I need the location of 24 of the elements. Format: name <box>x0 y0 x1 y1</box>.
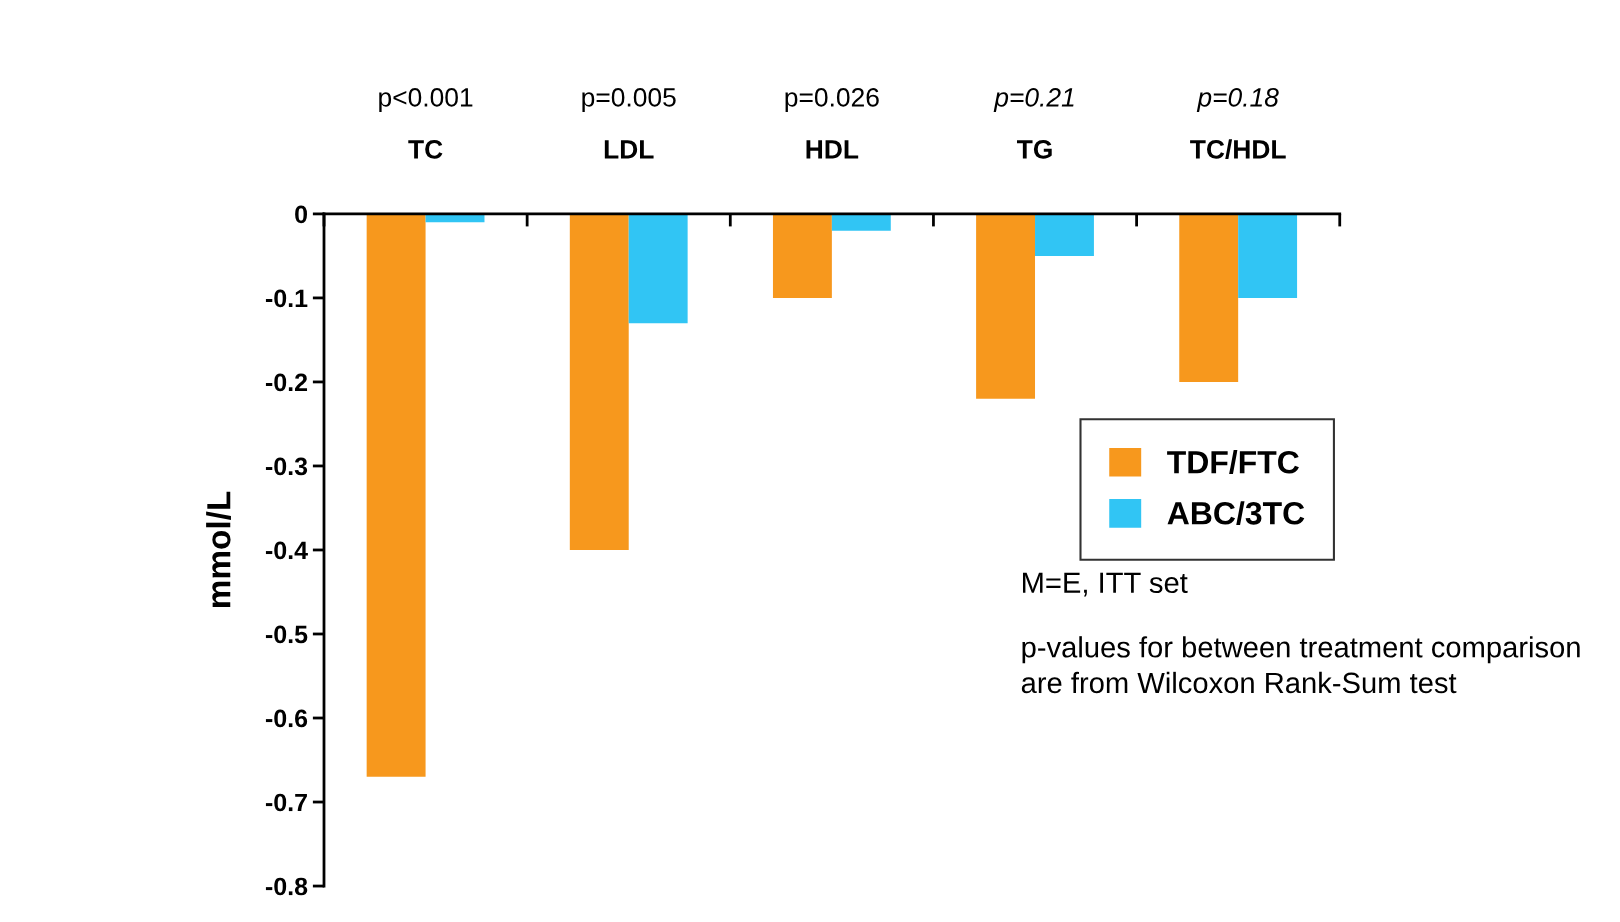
legend-label: ABC/3TC <box>1167 501 1305 525</box>
y-tick-label: -0.4 <box>265 541 308 560</box>
legend-label: TDF/FTC <box>1167 450 1299 474</box>
x-tick-label: TC <box>408 140 443 159</box>
y-tick-label: -0.1 <box>265 289 308 308</box>
text: p<0.001 <box>379 88 473 112</box>
annotation: p-values for between treatment comparison are from Wilcoxon Rank-Sum test <box>1021 636 1580 694</box>
text: p=0.005 <box>582 88 676 112</box>
text: p=0.18 <box>1196 88 1279 112</box>
y-tick-label: -0.2 <box>265 373 308 392</box>
y-tick-label: 0 <box>295 205 307 224</box>
x-tick-label: LDL <box>604 140 654 159</box>
y-tick-label: -0.8 <box>265 877 308 896</box>
annotation: M=E, ITT set <box>1022 572 1188 597</box>
y-axis-title: mmol/L <box>206 491 231 608</box>
y-tick-label: -0.7 <box>265 793 307 812</box>
y-tick-label: -0.3 <box>265 457 308 476</box>
x-tick-label: TG <box>1016 140 1052 159</box>
y-tick-label: -0.6 <box>265 709 308 728</box>
x-tick-label: TC/HDL <box>1190 139 1286 159</box>
text: p=0.21 <box>993 88 1074 112</box>
x-tick-label: HDL <box>806 140 859 159</box>
text: p=0.026 <box>785 88 879 112</box>
y-tick-label: -0.5 <box>265 625 308 644</box>
